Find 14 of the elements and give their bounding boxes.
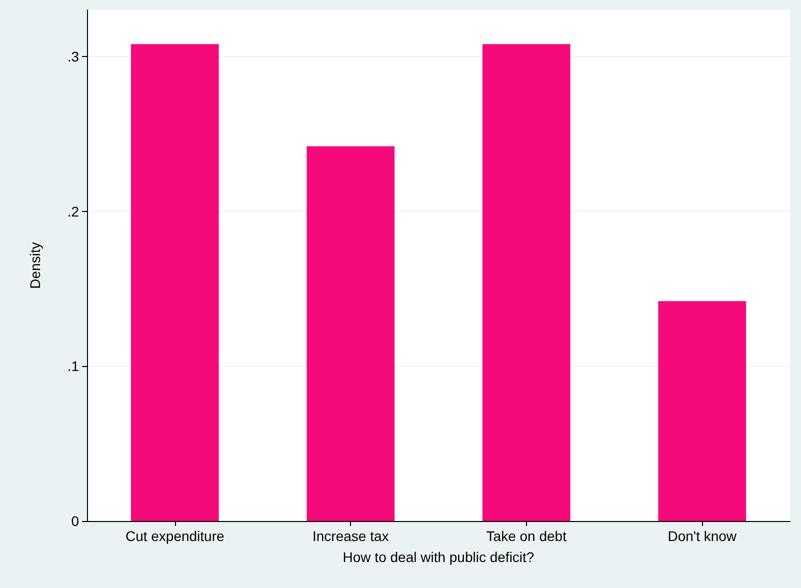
bar [130,44,219,521]
x-tick-label: Take on debt [486,528,567,544]
bar [306,146,395,521]
y-tick-label: 0 [71,513,80,529]
bar [658,301,746,521]
y-tick-label: .1 [67,358,80,374]
x-axis-title: How to deal with public deficit? [342,549,534,565]
x-tick-label: Don't know [668,528,738,544]
x-tick-label: Increase tax [312,528,389,544]
y-tick-label: .2 [67,203,80,220]
y-axis-title: Density [27,242,43,289]
x-tick-label: Cut expenditure [125,528,225,544]
y-tick-label: .3 [67,48,80,64]
bar [482,44,570,521]
